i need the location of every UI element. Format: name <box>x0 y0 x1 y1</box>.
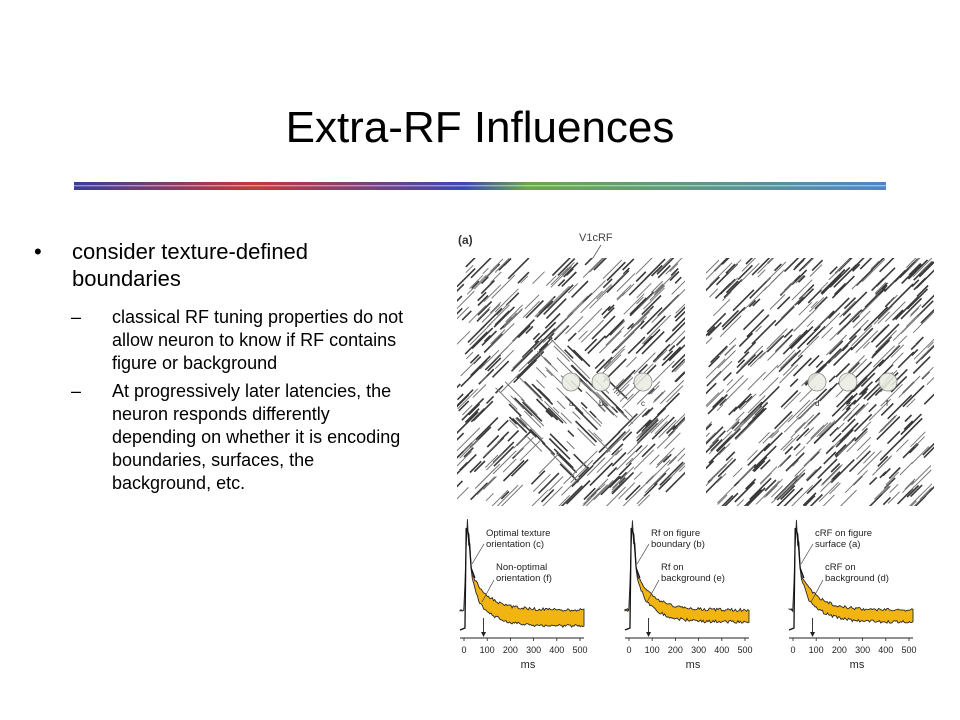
x-tick-label: 500 <box>901 645 916 655</box>
x-tick-label: 300 <box>526 645 541 655</box>
onset-arrowhead <box>646 632 652 637</box>
x-axis-label: ms <box>686 659 701 671</box>
plot-bottom-label: cRF on <box>825 562 856 573</box>
bullet-marker: • <box>34 239 42 264</box>
rf-circles: a b c d e f <box>561 372 898 408</box>
x-axis-label: ms <box>850 659 865 671</box>
x-tick-label: 400 <box>714 645 729 655</box>
early-response-trace <box>624 527 641 631</box>
texture-figure: (a) V1cRF a b c d e f 0 100 200 300 400 500 ms Optim… <box>457 232 934 671</box>
x-tick-label: 100 <box>645 645 660 655</box>
sub-bullet-text: At progressively later latencies, the ne… <box>112 381 401 493</box>
onset-arrowhead <box>481 632 487 637</box>
rf-circle-label: f <box>886 399 889 408</box>
dash-marker: – <box>71 307 82 327</box>
x-tick-label: 100 <box>480 645 495 655</box>
sub-bullet-text: classical RF tuning properties do not al… <box>112 307 404 373</box>
label-pointer <box>810 579 824 603</box>
slide-title: Extra-RF Influences <box>285 103 675 152</box>
plot-top-label: cRF on figure <box>815 528 872 539</box>
x-tick-label: 500 <box>737 645 752 655</box>
response-band <box>459 519 585 629</box>
rf-circle-label: c <box>641 399 645 408</box>
label-pointer <box>636 543 650 565</box>
panel-label: (a) <box>458 233 473 247</box>
rf-circle <box>561 372 581 392</box>
plot-top-label: orientation (c) <box>486 539 544 550</box>
bullet-list: • consider texture-defined boundaries – … <box>34 238 404 500</box>
x-tick-label: 500 <box>572 645 587 655</box>
rf-circle <box>591 372 611 392</box>
rf-circle <box>807 372 827 392</box>
sub-bullet-item: – classical RF tuning properties do not … <box>71 306 404 375</box>
rf-label: V1cRF <box>579 232 613 244</box>
x-tick-label: 0 <box>626 645 631 655</box>
x-tick-label: 0 <box>790 645 795 655</box>
plot-top-label: surface (a) <box>815 539 860 550</box>
x-tick-label: 0 <box>461 645 466 655</box>
x-axis-label: ms <box>521 659 536 671</box>
sub-bullet-item: – At progressively later latencies, the … <box>71 380 404 495</box>
label-pointer <box>646 579 660 603</box>
x-tick-label: 100 <box>809 645 824 655</box>
bullet-item: • consider texture-defined boundaries <box>34 238 404 292</box>
onset-arrowhead <box>810 632 816 637</box>
x-tick-label: 200 <box>832 645 847 655</box>
plot-top-label: Optimal texture <box>486 528 550 539</box>
plot-top-label: Rf on figure <box>651 528 700 539</box>
plot-bottom-label: background (d) <box>825 573 889 584</box>
dash-marker: – <box>71 381 82 401</box>
x-tick-label: 300 <box>691 645 706 655</box>
plot-top-label: boundary (b) <box>651 539 705 550</box>
title-divider <box>74 182 886 190</box>
rf-circle-label: b <box>599 399 604 408</box>
response-band <box>788 519 914 624</box>
plot-bottom-label: Rf on <box>661 562 684 573</box>
rf-circle-label: e <box>846 399 851 408</box>
label-pointer <box>471 543 485 565</box>
rf-circle-label: d <box>815 399 819 408</box>
rf-circle-label: a <box>569 399 574 408</box>
rf-circle <box>633 372 653 392</box>
x-tick-label: 400 <box>878 645 893 655</box>
label-pointer <box>481 579 495 603</box>
x-tick-label: 200 <box>668 645 683 655</box>
x-tick-label: 200 <box>503 645 518 655</box>
early-response-trace <box>788 527 805 631</box>
early-response-trace <box>459 527 476 631</box>
bullet-text: consider texture-defined boundaries <box>72 239 309 291</box>
plot-bottom-label: Non-optimal <box>496 562 547 573</box>
label-pointer <box>800 543 814 565</box>
x-tick-label: 400 <box>549 645 564 655</box>
x-tick-label: 300 <box>855 645 870 655</box>
rf-circle <box>838 372 858 392</box>
plot-bottom-label: background (e) <box>661 573 725 584</box>
plot-bottom-label: orientation (f) <box>496 573 552 584</box>
rf-circle <box>878 372 898 392</box>
response-band <box>624 520 750 624</box>
